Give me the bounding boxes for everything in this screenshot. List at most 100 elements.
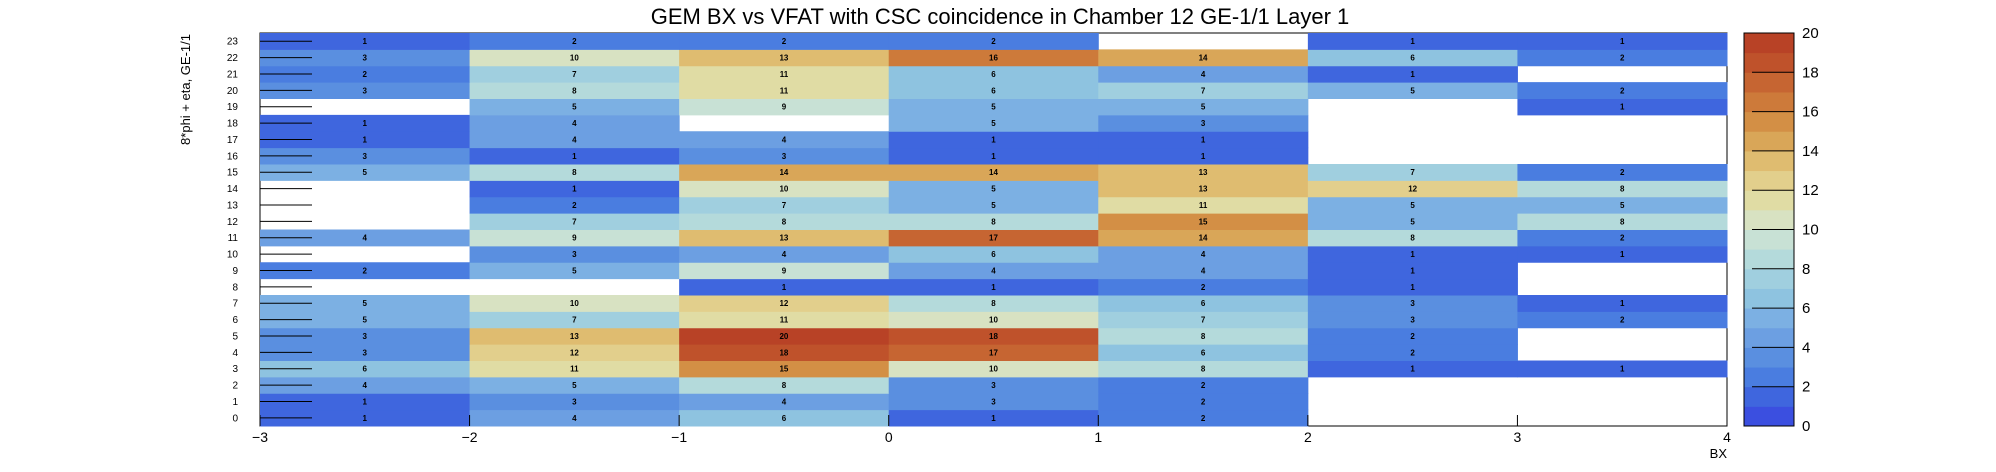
heatmap-cell	[1098, 213, 1309, 230]
color-scale-segment	[1744, 249, 1794, 270]
cell-value-label: 5	[363, 168, 368, 177]
cell-value-label: 11	[780, 86, 789, 95]
cell-value-label: 2	[991, 37, 996, 46]
heatmap-cell	[679, 213, 890, 230]
color-scale-label: 2	[1802, 379, 1810, 396]
heatmap-cell	[469, 213, 680, 230]
heatmap-cell	[679, 245, 890, 263]
heatmap-cell	[1517, 196, 1728, 214]
cell-value-label: 1	[572, 185, 577, 194]
cell-value-label: 2	[1620, 316, 1625, 325]
cell-value-label: 5	[1410, 217, 1415, 226]
y-tick-label: 17	[227, 135, 239, 146]
heatmap-cell	[1307, 278, 1518, 296]
cell-value-label: 1	[991, 414, 996, 423]
heatmap-cell	[469, 295, 680, 312]
x-tick-label: −2	[462, 429, 478, 445]
cell-value-label: 11	[570, 365, 579, 374]
heatmap-cell	[888, 278, 1099, 296]
cell-value-label: 1	[363, 414, 368, 423]
heatmap-cell	[888, 164, 1099, 181]
color-scale-segment	[1744, 52, 1794, 73]
heatmap-cell	[679, 295, 890, 312]
heatmap-cell	[1517, 311, 1728, 329]
heatmap-cell	[1517, 82, 1728, 99]
cell-value-label: 1	[1201, 152, 1206, 161]
heatmap-cell	[260, 131, 471, 149]
heatmap-cell	[260, 49, 471, 67]
cell-value-label: 3	[363, 348, 368, 357]
heatmap-cell	[1307, 82, 1518, 99]
heatmap-cell	[1307, 327, 1518, 345]
heatmap-cell	[469, 196, 680, 214]
y-tick-label: 18	[227, 119, 239, 130]
x-tick-label: −3	[252, 429, 268, 445]
cell-value-label: 8	[1201, 332, 1206, 341]
cell-value-label: 9	[782, 103, 787, 112]
cell-value-label: 8	[572, 86, 577, 95]
y-tick-label: 14	[227, 184, 239, 195]
cell-value-label: 2	[1201, 283, 1206, 292]
heatmap-cell	[888, 114, 1099, 132]
cell-value-label: 1	[991, 135, 996, 144]
heatmap-cell	[469, 114, 680, 132]
cell-value-label: 8	[782, 217, 787, 226]
y-tick-label: 12	[227, 217, 239, 228]
color-scale-label: 8	[1802, 261, 1810, 278]
cell-value-label: 1	[1410, 70, 1415, 79]
heatmap-cell	[469, 229, 680, 247]
cell-value-label: 11	[780, 316, 789, 325]
heatmap-cell	[1098, 360, 1309, 378]
heatmap-cell	[1098, 278, 1309, 296]
heatmap-cell	[469, 147, 680, 165]
cell-value-label: 12	[1408, 185, 1417, 194]
heatmap-cell	[1098, 311, 1309, 329]
heatmap-cell	[260, 409, 471, 427]
cell-value-label: 13	[1199, 185, 1208, 194]
cell-value-label: 10	[989, 365, 998, 374]
heatmap-cell	[1098, 180, 1309, 198]
cell-value-label: 2	[363, 266, 368, 275]
cell-value-label: 4	[572, 135, 577, 144]
heatmap-cell	[469, 262, 680, 280]
heatmap-cell	[1517, 164, 1728, 181]
cell-value-label: 1	[1620, 37, 1625, 46]
cell-labels: 1 4 6 1 21 3 4 3 24 5 8 3 26 11 15 10 8 1 13 12 18 17 6 23 13 20 1…	[363, 37, 1625, 423]
cell-value-label: 1	[1620, 103, 1625, 112]
cell-value-label: 5	[991, 103, 996, 112]
y-tick-label: 9	[232, 266, 238, 277]
cell-value-label: 8	[1620, 217, 1625, 226]
heatmap-cell	[1517, 49, 1728, 67]
heatmap-cells	[260, 33, 1728, 427]
y-tick-label: 4	[232, 348, 238, 359]
cell-value-label: 3	[1410, 299, 1415, 308]
heatmap-cell	[679, 262, 890, 280]
heatmap-cell	[1098, 393, 1309, 411]
cell-value-label: 5	[1410, 86, 1415, 95]
cell-value-label: 1	[991, 283, 996, 292]
cell-value-label: 7	[1410, 168, 1415, 177]
heatmap-cell	[1098, 98, 1309, 116]
heatmap-cell	[1098, 114, 1309, 132]
heatmap-cell	[888, 311, 1099, 329]
heatmap-cell	[1307, 262, 1518, 280]
cell-value-label: 7	[572, 316, 577, 325]
cell-value-label: 15	[779, 365, 788, 374]
cell-value-label: 5	[991, 119, 996, 128]
color-scale-segment	[1744, 347, 1794, 368]
y-tick-label: 3	[232, 364, 238, 375]
cell-value-label: 17	[989, 348, 998, 357]
heatmap-cell	[679, 344, 890, 361]
color-scale-segment	[1744, 170, 1794, 191]
cell-value-label: 1	[1410, 250, 1415, 259]
cell-value-label: 10	[570, 54, 579, 63]
color-scale-segment	[1744, 229, 1794, 250]
cell-value-label: 5	[991, 185, 996, 194]
heatmap-cell	[888, 393, 1099, 411]
heatmap-cell	[679, 360, 890, 378]
cell-value-label: 6	[1201, 348, 1206, 357]
heatmap-cell	[1098, 196, 1309, 214]
cell-value-label: 2	[782, 37, 787, 46]
heatmap-cell	[1307, 360, 1518, 378]
heatmap-cell	[888, 376, 1099, 394]
